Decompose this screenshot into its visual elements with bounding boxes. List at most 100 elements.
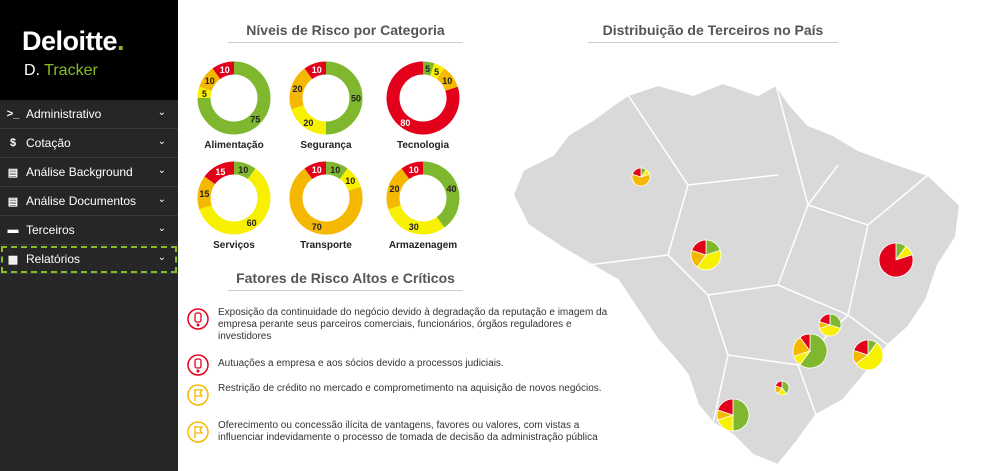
donut-value-label: 15 <box>215 167 225 177</box>
donut-value-label: 10 <box>442 76 452 86</box>
flag-icon <box>178 383 218 407</box>
donut-value-label: 20 <box>303 118 313 128</box>
donut-segment <box>401 161 424 180</box>
map-pie-slice <box>732 398 750 432</box>
risk-factor-text: Oferecimento ou concessão ilícita de van… <box>218 420 598 443</box>
chevron-down-icon: ⌄ <box>157 252 166 263</box>
donut-segment <box>304 61 327 80</box>
risk-factor-text: Autuações a empresa e aos sócios devido … <box>218 358 504 369</box>
donut-segment <box>199 68 221 92</box>
donut-segment <box>388 204 445 235</box>
donut-segment <box>422 161 460 228</box>
chevron-down-icon: ⌄ <box>157 165 166 176</box>
terminal-icon: >_ <box>6 108 20 120</box>
donut-value-label: 10 <box>345 176 355 186</box>
menu-item-analise-background[interactable]: ▤ Análise Background ⌄ <box>0 158 178 187</box>
category-donut: 50 20 20 10 Segurança <box>288 60 364 152</box>
flag-icon <box>178 420 218 444</box>
sidebar-menu: >_ Administrativo ⌄ $ Cotação ⌄ ▤ Análise Bac… <box>0 100 178 274</box>
menu-item-analise-documentos[interactable]: ▤ Análise Documentos ⌄ <box>0 187 178 216</box>
category-donut: 10 60 15 15 Serviços <box>196 160 272 252</box>
map-pie-slice <box>855 342 884 371</box>
donut-value-label: 5 <box>434 67 439 77</box>
donut-segment <box>325 161 348 180</box>
risk-factor-item: Oferecimento ou concessão ilícita de van… <box>178 420 618 444</box>
donut-value-label: 5 <box>202 89 207 99</box>
donut-segment <box>212 61 235 80</box>
map-pie-slice <box>631 173 651 187</box>
donut-segment <box>386 61 460 135</box>
category-label: Tecnologia <box>396 140 450 151</box>
donut-value-label: 75 <box>250 115 260 125</box>
donut-segment <box>289 168 363 235</box>
donut-value-label: 15 <box>199 189 209 199</box>
donut-segment <box>430 63 445 80</box>
map-pie-slice <box>774 380 783 389</box>
menu-item-administrativo[interactable]: >_ Administrativo ⌄ <box>0 100 178 129</box>
map-pie-slice <box>717 398 734 416</box>
category-label: Segurança <box>300 140 352 151</box>
brazil-map <box>511 81 962 465</box>
category-donut: 5 5 10 80 Tecnologia <box>385 60 461 152</box>
donut-value-label: 20 <box>389 184 399 194</box>
menu-item-cotacao[interactable]: $ Cotação ⌄ <box>0 129 178 158</box>
donut-segment <box>339 168 361 192</box>
report-icon: ▩ <box>7 253 19 266</box>
exclamation-icon <box>178 307 218 331</box>
chevron-down-icon: ⌄ <box>157 136 166 147</box>
exclamation-icon <box>178 353 218 377</box>
donut-value-label: 10 <box>312 165 322 175</box>
map-pie-slice <box>696 249 722 271</box>
category-label: Alimentação <box>204 140 264 151</box>
donut-value-label: 30 <box>409 222 419 232</box>
donut-value-label: 20 <box>292 84 302 94</box>
people-icon: ▬ <box>7 224 19 236</box>
donut-value-label: 80 <box>400 118 410 128</box>
map-pie-slice <box>799 333 828 369</box>
donut-segment <box>199 168 271 235</box>
donut-value-label: 10 <box>330 165 340 175</box>
sidebar: Deloitte. D. Tracker >_ Administrativo ⌄ $… <box>0 0 178 471</box>
donut-segment <box>289 68 313 110</box>
factors-title: Fatores de Risco Altos e Críticos <box>228 270 463 291</box>
donut-value-label: 40 <box>447 184 457 194</box>
donut-segment <box>204 161 235 185</box>
map-pie-slice <box>691 239 707 256</box>
category-label: Serviços <box>213 240 255 251</box>
distribution-title: Distribuição de Terceiros no País <box>588 22 838 43</box>
donut-value-label: 10 <box>238 165 248 175</box>
risk-factor-item: Restrição de crédito no mercado e compro… <box>178 383 618 407</box>
main-content: Níveis de Risco por Categoria Distribuiç… <box>178 0 983 471</box>
donut-segment <box>197 86 212 99</box>
state-borders <box>557 84 929 424</box>
category-donut: 75 5 10 10 Alimentação <box>196 60 272 152</box>
map-pie-slice <box>853 339 869 356</box>
donut-value-label: 10 <box>312 65 322 75</box>
chevron-down-icon: ⌄ <box>157 107 166 118</box>
map-pie-slice <box>631 167 642 178</box>
deloitte-logo: Deloitte. <box>22 26 125 56</box>
donut-value-label: 10 <box>205 76 215 86</box>
list-icon: ▤ <box>7 166 19 179</box>
list-icon: ▤ <box>7 195 19 208</box>
donut-segment <box>197 61 271 135</box>
risk-levels-title: Níveis de Risco por Categoria <box>228 22 463 43</box>
category-label: Transporte <box>300 240 352 251</box>
map-pie-slice <box>819 324 841 337</box>
donut-value-label: 10 <box>220 65 230 75</box>
risk-factor-text: Restrição de crédito no mercado e compro… <box>218 383 602 394</box>
chevron-down-icon: ⌄ <box>157 194 166 205</box>
map-pie-markers <box>631 167 914 432</box>
category-label: Armazenagem <box>388 240 458 251</box>
donut-segment <box>422 61 435 76</box>
donut-value-label: 50 <box>351 94 361 104</box>
map-landmass <box>511 81 962 465</box>
category-donut: 10 10 70 10 Transporte <box>288 160 364 252</box>
donut-segment <box>436 68 458 92</box>
donut-segment <box>386 168 410 210</box>
menu-item-terceiros[interactable]: ▬ Terceiros ⌄ <box>0 216 178 245</box>
menu-item-relatorios[interactable]: ▩ Relatórios ⌄ <box>0 245 178 274</box>
brand: Deloitte. D. Tracker <box>0 0 178 100</box>
donut-segment <box>325 61 363 135</box>
donut-segment <box>291 104 327 135</box>
